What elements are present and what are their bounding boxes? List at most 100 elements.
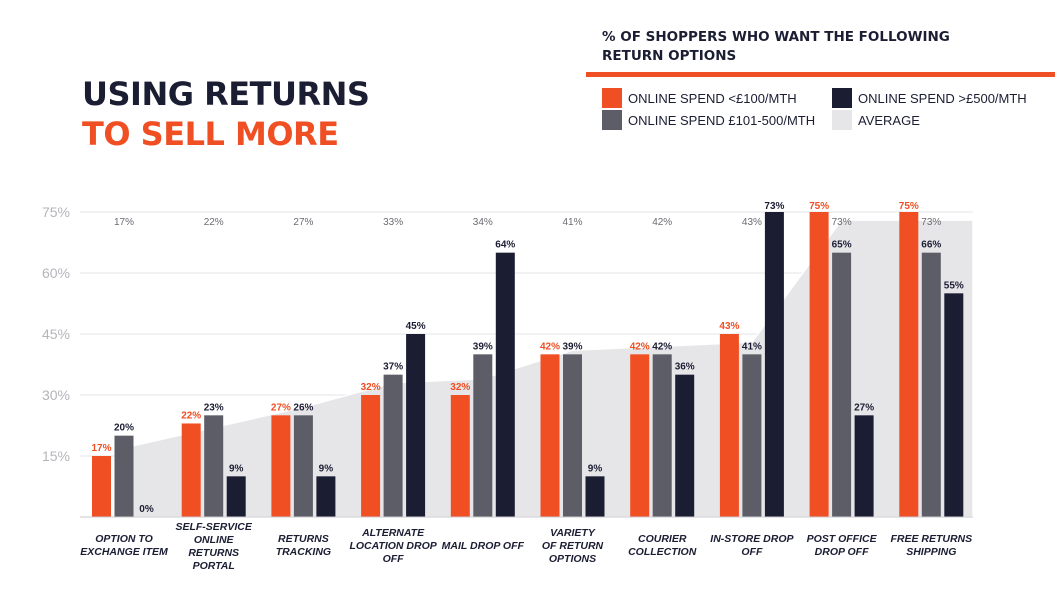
bar <box>406 334 426 517</box>
bar <box>293 415 313 517</box>
bar-value-label: 43% <box>719 321 739 332</box>
category-label: FREE RETURNS SHIPPING <box>890 533 972 558</box>
bar-value-label: 20% <box>114 423 134 434</box>
category-label-line: MAIL DROP OFF <box>442 540 525 552</box>
category-label: COURIER COLLECTION <box>628 533 697 558</box>
category-label-line: OPTIONS <box>549 553 596 565</box>
bar <box>630 354 650 517</box>
bar-value-label: 36% <box>675 362 695 373</box>
title-line-2: TO SELL MORE <box>82 115 339 153</box>
bar <box>271 415 291 517</box>
average-label: 41% <box>562 217 582 228</box>
bar <box>204 415 224 517</box>
bar <box>944 293 964 517</box>
bar-value-label: 45% <box>406 321 426 332</box>
average-label: 17% <box>114 217 134 228</box>
legend-swatch-over-500 <box>832 88 852 108</box>
bar <box>361 395 381 517</box>
average-label: 33% <box>383 217 403 228</box>
category-label: MAIL DROP OFF <box>442 540 525 552</box>
page-title: USING RETURNS TO SELL MORE <box>82 74 370 154</box>
legend-label-101-500: ONLINE SPEND £101-500/MTH <box>628 112 816 128</box>
legend-title: % OF SHOPPERS WHO WANT THE FOLLOWING RET… <box>602 28 950 66</box>
legend-divider <box>586 72 1055 77</box>
category-label-line: OFF <box>741 546 763 558</box>
legend-label-average: AVERAGE <box>858 112 920 128</box>
bar-value-label: 64% <box>495 240 515 251</box>
bar-value-label: 9% <box>229 463 244 474</box>
title-line-1: USING RETURNS <box>82 75 370 113</box>
y-tick-label: 45% <box>42 326 70 342</box>
bar-value-label: 42% <box>630 341 650 352</box>
bar-value-label: 66% <box>921 240 941 251</box>
bar <box>832 252 852 517</box>
bar <box>742 354 762 517</box>
y-tick-label: 60% <box>42 265 70 281</box>
bar <box>316 476 336 517</box>
category-label-line: ONLINE <box>194 534 235 546</box>
category-label-line: SHIPPING <box>906 546 956 558</box>
bar <box>921 252 941 517</box>
y-tick-label: 75% <box>42 204 70 220</box>
category-label-line: POST OFFICE <box>807 533 878 545</box>
bar <box>764 212 784 517</box>
bar-value-label: 32% <box>361 382 381 393</box>
legend-title-line-1: % OF SHOPPERS WHO WANT THE FOLLOWING <box>602 29 950 45</box>
bar <box>226 476 246 517</box>
bar-value-label: 42% <box>540 341 560 352</box>
category-label: RETURNS TRACKING <box>276 533 331 558</box>
bar <box>585 476 605 517</box>
bar-value-label: 0% <box>139 504 154 515</box>
bar-value-label: 75% <box>809 201 829 212</box>
category-label-line: OPTION TO <box>95 533 153 545</box>
y-tick-label: 30% <box>42 387 70 403</box>
legend-label-over-500: ONLINE SPEND >£500/MTH <box>858 90 1027 106</box>
bar-value-label: 39% <box>473 341 493 352</box>
bar <box>563 354 582 517</box>
category-label-line: COLLECTION <box>628 546 697 558</box>
bar-value-label: 32% <box>450 382 470 393</box>
bar <box>854 415 874 517</box>
legend-swatch-under-100 <box>602 88 622 108</box>
legend-item-under-100: ONLINE SPEND <£100/MTH <box>602 88 797 108</box>
bar-value-label: 42% <box>652 341 672 352</box>
category-label: SELF-SERVICE ONLINE RETURNS PORTAL <box>175 521 252 572</box>
bar <box>540 354 560 517</box>
category-label-line: IN-STORE DROP <box>710 533 794 545</box>
category-label-line: OF RETURN <box>542 540 604 552</box>
category-label: ALTERNATE LOCATION DROP OFF <box>349 527 437 565</box>
category-label-line: VARIETY <box>550 527 596 539</box>
legend-swatch-average <box>832 110 852 130</box>
bar-value-label: 27% <box>271 402 291 413</box>
category-label-line: LOCATION DROP <box>349 540 437 552</box>
category-label-line: FREE RETURNS <box>890 533 972 545</box>
bar-value-label: 9% <box>588 463 603 474</box>
bar <box>719 334 739 517</box>
category-label-line: OFF <box>383 553 405 565</box>
average-label: 42% <box>652 217 672 228</box>
category-label: IN-STORE DROP OFF <box>710 533 794 558</box>
legend-item-101-500: ONLINE SPEND £101-500/MTH <box>602 110 815 130</box>
average-label: 27% <box>293 217 313 228</box>
bar-value-label: 39% <box>562 341 582 352</box>
category-label-line: EXCHANGE ITEM <box>80 546 168 558</box>
bar-value-label: 26% <box>293 402 313 413</box>
bar-value-label: 41% <box>742 341 762 352</box>
bar-value-label: 23% <box>204 402 224 413</box>
bar-value-label: 75% <box>899 201 919 212</box>
bar-value-label: 22% <box>181 410 201 421</box>
bar-value-label: 73% <box>764 201 784 212</box>
bar <box>675 374 695 517</box>
legend-item-average: AVERAGE <box>832 110 920 130</box>
bar-value-label: 17% <box>91 443 111 454</box>
average-label: 34% <box>473 217 493 228</box>
bar <box>809 212 829 517</box>
bar-value-label: 65% <box>832 240 852 251</box>
bar <box>899 212 919 517</box>
average-label: 22% <box>204 217 224 228</box>
bar <box>473 354 493 517</box>
bar-value-label: 55% <box>944 280 964 291</box>
legend-swatch-101-500 <box>602 110 622 130</box>
bar-value-label: 27% <box>854 402 874 413</box>
